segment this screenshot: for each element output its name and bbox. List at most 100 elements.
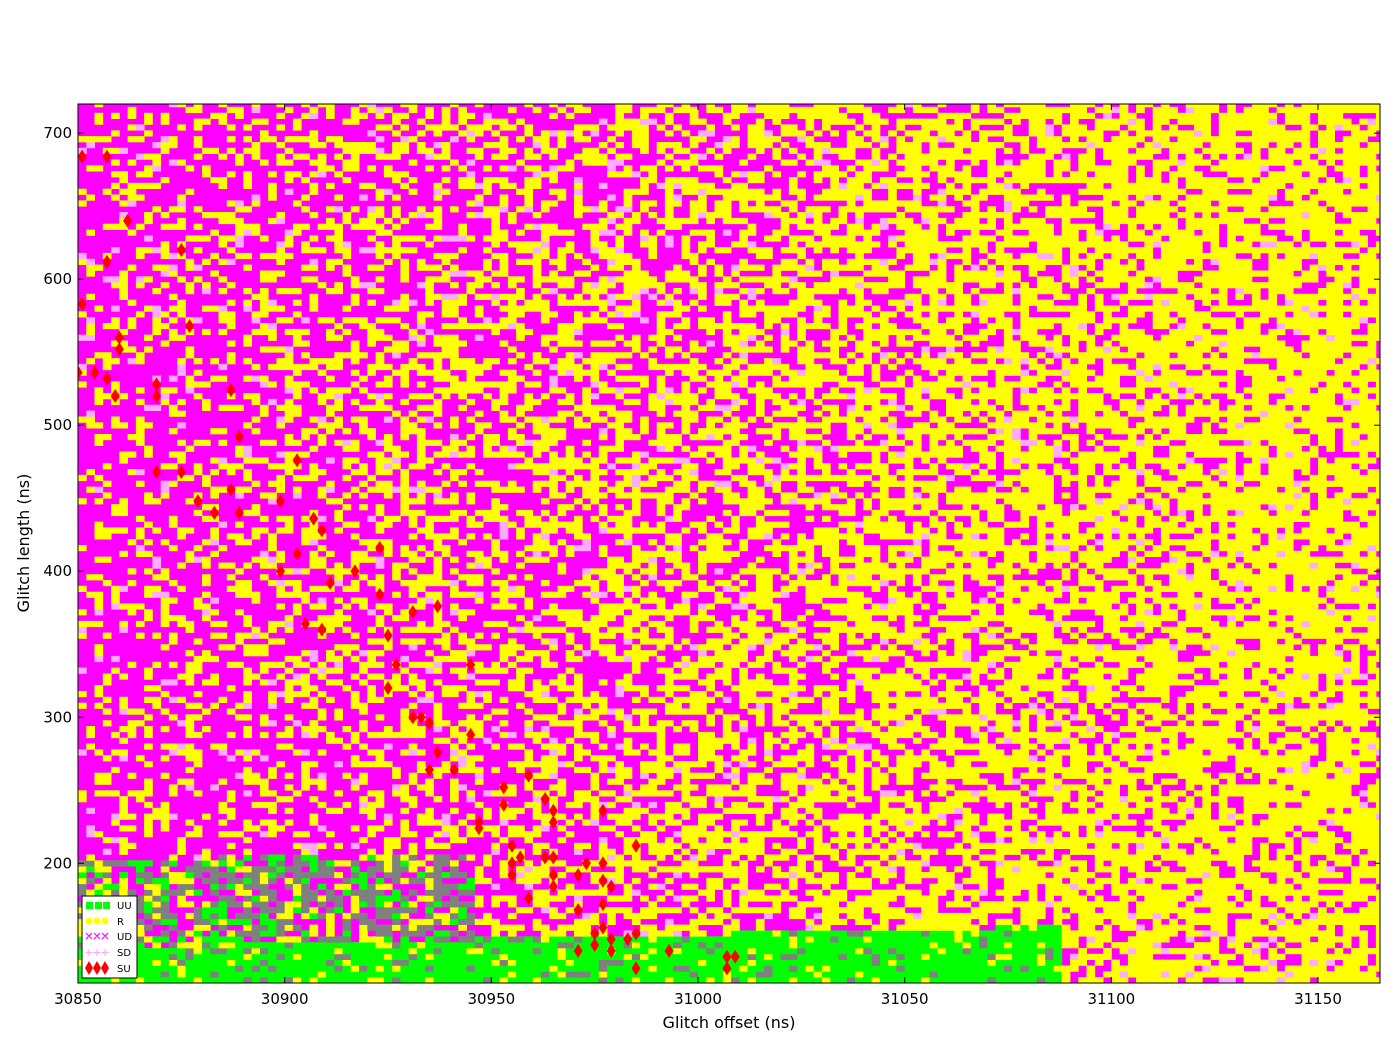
su-point xyxy=(573,867,583,882)
su-point xyxy=(185,318,195,333)
x-tick-label: 31150 xyxy=(1294,990,1342,1008)
su-point xyxy=(606,932,616,947)
plot-frame xyxy=(77,103,1381,984)
su-point xyxy=(317,523,327,538)
y-axis-label: Glitch length (ns) xyxy=(14,474,33,613)
su-point xyxy=(152,377,162,392)
su-point xyxy=(114,330,124,345)
su-point xyxy=(722,949,732,964)
su-point xyxy=(598,803,608,818)
x-tick-label: 30900 xyxy=(261,990,309,1008)
x-axis-label: Glitch offset (ns) xyxy=(663,1013,796,1032)
y-tick-label: 400 xyxy=(43,562,72,580)
su-marker-icon xyxy=(85,961,93,975)
su-point xyxy=(581,856,591,871)
su-point xyxy=(350,564,360,579)
su-point xyxy=(524,891,534,906)
su-point xyxy=(540,850,550,865)
su-point xyxy=(433,599,443,614)
sd-marker-icon xyxy=(85,949,109,956)
su-point xyxy=(123,213,133,228)
y-tick-label: 200 xyxy=(43,854,72,872)
plot-area xyxy=(78,104,1380,983)
r-marker-icon xyxy=(101,917,109,925)
outcome-grid xyxy=(78,104,1380,983)
su-point xyxy=(548,879,558,894)
su-point xyxy=(325,575,335,590)
su-point xyxy=(102,371,112,386)
su-point xyxy=(408,710,418,725)
uu-marker-icon xyxy=(86,902,93,909)
su-point xyxy=(375,587,385,602)
su-point xyxy=(193,494,203,509)
su-point xyxy=(424,716,434,731)
su-point xyxy=(114,342,124,357)
legend-label-r: R xyxy=(117,917,124,928)
su-point xyxy=(548,815,558,830)
legend-entry-su: SU xyxy=(85,961,131,975)
su-point xyxy=(276,564,286,579)
su-point xyxy=(631,961,641,976)
su-point xyxy=(383,681,393,696)
x-tick-label: 30950 xyxy=(467,990,515,1008)
su-point xyxy=(598,920,608,935)
su-point xyxy=(226,482,236,497)
x-tick-label: 30850 xyxy=(54,990,102,1008)
su-point xyxy=(606,879,616,894)
su-point xyxy=(433,745,443,760)
su-point xyxy=(309,511,319,526)
ud-marker-icon xyxy=(85,932,109,940)
su-point xyxy=(90,365,100,380)
su-point xyxy=(292,546,302,561)
su-point xyxy=(152,389,162,404)
su-point xyxy=(391,657,401,672)
su-point xyxy=(102,149,112,164)
su-marker-icon xyxy=(93,961,101,975)
x-tick-label: 31000 xyxy=(674,990,722,1008)
su-point xyxy=(176,243,186,258)
su-point xyxy=(540,792,550,807)
uu-marker-icon xyxy=(103,902,110,909)
su-point xyxy=(78,365,83,380)
su-point xyxy=(466,657,476,672)
su-point xyxy=(598,897,608,912)
su-point xyxy=(499,797,509,812)
su-point xyxy=(606,943,616,958)
x-tick-label: 31050 xyxy=(881,990,929,1008)
su-point xyxy=(383,628,393,643)
su-point xyxy=(292,453,302,468)
su-point xyxy=(623,932,633,947)
y-tick-label: 500 xyxy=(43,416,72,434)
su-point xyxy=(110,389,120,404)
su-point xyxy=(598,856,608,871)
su-point xyxy=(276,494,286,509)
su-point xyxy=(300,616,310,631)
su-point xyxy=(474,821,484,836)
r-marker-icon xyxy=(85,917,93,925)
legend: UU R UD SD SU xyxy=(81,895,138,979)
su-point xyxy=(226,383,236,398)
legend-label-su: SU xyxy=(117,964,131,975)
su-point xyxy=(507,856,517,871)
su-point xyxy=(499,780,509,795)
su-marker-icon xyxy=(101,961,109,975)
su-point xyxy=(317,622,327,637)
legend-box xyxy=(81,895,138,979)
legend-entry-uu: UU xyxy=(86,901,132,912)
axes: 30850 30900 30950 31000 31050 31100 31150 200 30… xyxy=(43,104,1380,1008)
su-point xyxy=(209,505,219,520)
y-tick-label: 600 xyxy=(43,270,72,288)
su-point xyxy=(590,926,600,941)
su-point xyxy=(78,149,87,164)
su-point xyxy=(524,768,534,783)
y-tick-label: 700 xyxy=(43,124,72,142)
su-point xyxy=(78,297,87,312)
x-tick-label: 31100 xyxy=(1087,990,1135,1008)
su-point xyxy=(507,838,517,853)
su-point xyxy=(515,850,525,865)
su-point xyxy=(548,803,558,818)
su-point xyxy=(722,961,732,976)
su-point xyxy=(424,762,434,777)
legend-label-ud: UD xyxy=(117,932,132,943)
